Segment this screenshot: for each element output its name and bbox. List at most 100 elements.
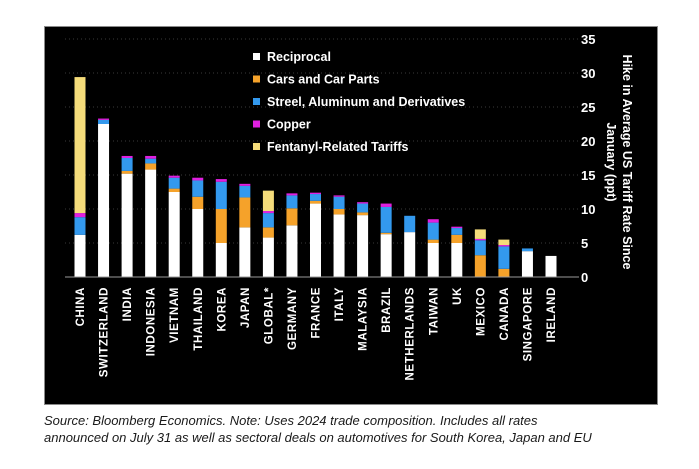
bar-thailand-cars-and-car-parts	[192, 196, 204, 209]
legend-label-streel-aluminum-and-derivatives: Streel, Aluminum and Derivatives	[267, 95, 465, 109]
x-category-label-canada: CANADA	[499, 287, 511, 340]
legend-swatch-fentanyl-related-tariffs	[253, 143, 260, 150]
legend-label-reciprocal: Reciprocal	[267, 50, 331, 64]
x-category-label-netherlands: NETHERLANDS	[405, 287, 417, 381]
bar-switzerland-copper	[98, 118, 110, 120]
bar-canada-copper	[498, 245, 510, 247]
bar-canada-streel-aluminum-and-derivatives	[498, 246, 510, 269]
bar-canada-cars-and-car-parts	[498, 268, 510, 277]
bar-indonesia-copper	[145, 155, 157, 159]
y-tick-label-20: 20	[581, 134, 595, 149]
bar-france-cars-and-car-parts	[310, 200, 321, 204]
bar-global-reciprocal	[262, 237, 274, 277]
bar-uk-cars-and-car-parts	[451, 234, 463, 243]
bar-global-fentanyl-related-tariffs	[262, 190, 274, 212]
bar-uk-copper	[451, 226, 463, 229]
bar-mexico-cars-and-car-parts	[474, 255, 486, 277]
y-tick-label-0: 0	[581, 270, 588, 285]
bar-france-copper	[310, 192, 321, 195]
bar-vietnam-streel-aluminum-and-derivatives	[168, 177, 180, 189]
bar-malaysia-reciprocal	[357, 215, 369, 277]
bar-netherlands-reciprocal	[404, 232, 416, 277]
bar-vietnam-cars-and-car-parts	[168, 188, 180, 192]
y-axis-title-line-2: January (ppt)	[604, 122, 618, 201]
bar-switzerland-streel-aluminum-and-derivatives	[98, 119, 110, 124]
y-axis-title-line-1: Hike in Average US Tariff Rate Since	[620, 55, 634, 270]
bar-singapore-reciprocal	[521, 251, 533, 277]
x-category-label-malaysia: MALAYSIA	[358, 287, 370, 351]
source-note-line-1: Source: Bloomberg Economics. Note: Uses …	[44, 413, 538, 428]
bar-japan-cars-and-car-parts	[239, 197, 251, 228]
legend: Reciprocal Cars and Car Parts Streel, Alum…	[253, 50, 465, 154]
bar-japan-reciprocal	[239, 227, 251, 277]
bar-indonesia-cars-and-car-parts	[145, 163, 157, 170]
bar-korea-streel-aluminum-and-derivatives	[215, 181, 227, 209]
legend-swatch-cars-and-car-parts	[253, 75, 260, 83]
bar-mexico-streel-aluminum-and-derivatives	[474, 240, 486, 256]
bar-global-copper	[262, 211, 274, 214]
legend-label-fentanyl-related-tariffs: Fentanyl-Related Tariffs	[267, 140, 409, 154]
bar-germany-reciprocal	[286, 225, 298, 277]
bar-korea-cars-and-car-parts	[215, 209, 227, 243]
x-category-label-thailand: THAILAND	[193, 287, 205, 351]
bar-taiwan-copper	[427, 219, 439, 223]
bar-brazil-streel-aluminum-and-derivatives	[380, 206, 392, 233]
bar-thailand-streel-aluminum-and-derivatives	[192, 180, 204, 197]
bar-malaysia-cars-and-car-parts	[357, 212, 369, 216]
bar-india-reciprocal	[121, 173, 133, 277]
bar-india-streel-aluminum-and-derivatives	[121, 158, 133, 171]
chart-frame: 0 5 10 15 20 25 30 35 CHINA SWITZERLAND INDIA INDO…	[44, 26, 658, 405]
bar-thailand-copper	[192, 177, 204, 181]
bar-global-streel-aluminum-and-derivatives	[262, 213, 274, 228]
bar-uk-streel-aluminum-and-derivatives	[451, 228, 463, 235]
bar-canada-fentanyl-related-tariffs	[498, 239, 510, 246]
bar-mexico-fentanyl-related-tariffs	[474, 229, 486, 239]
bar-france-reciprocal	[310, 203, 321, 277]
x-category-label-france: FRANCE	[311, 287, 323, 339]
y-tick-label-15: 15	[581, 168, 595, 183]
bar-italy-copper	[333, 195, 345, 197]
bar-switzerland-reciprocal	[98, 124, 110, 277]
x-category-label-japan: JAPAN	[240, 287, 252, 328]
legend-swatch-reciprocal	[253, 53, 260, 60]
bar-taiwan-reciprocal	[427, 243, 439, 277]
bar-global-cars-and-car-parts	[262, 227, 274, 238]
x-category-label-mexico: MEXICO	[475, 287, 487, 336]
x-category-label-ireland: IRELAND	[546, 287, 558, 342]
bar-japan-streel-aluminum-and-derivatives	[239, 185, 251, 198]
bar-brazil-copper	[380, 203, 392, 207]
bar-ireland-reciprocal	[545, 255, 557, 277]
x-category-label-taiwan: TAIWAN	[428, 287, 440, 335]
y-tick-label-25: 25	[581, 100, 595, 115]
x-axis-category-labels: CHINA SWITZERLAND INDIA INDONESIA VIETNAM THA…	[75, 287, 558, 381]
bar-taiwan-cars-and-car-parts	[427, 239, 439, 243]
source-note-line-2: announced on July 31 as well as sectoral…	[44, 430, 592, 445]
bar-india-copper	[121, 155, 133, 158]
y-axis-title: Hike in Average US Tariff Rate SinceJanu…	[604, 55, 634, 270]
source-note: Source: Bloomberg Economics. Note: Uses …	[44, 412, 684, 446]
bar-italy-cars-and-car-parts	[333, 209, 345, 215]
x-category-label-korea: KOREA	[216, 287, 228, 332]
bar-mexico-copper	[474, 238, 486, 241]
bar-brazil-reciprocal	[380, 234, 392, 277]
bar-korea-reciprocal	[215, 243, 227, 277]
x-category-label-uk: UK	[452, 287, 464, 305]
y-gridlines	[65, 38, 579, 244]
y-tick-label-35: 35	[581, 32, 595, 47]
bar-italy-streel-aluminum-and-derivatives	[333, 196, 345, 209]
bar-china-copper	[74, 213, 86, 218]
bar-italy-reciprocal	[333, 214, 345, 277]
x-category-label-germany: GERMANY	[287, 287, 299, 350]
x-category-label-brazil: BRAZIL	[381, 287, 393, 333]
x-category-label-india: INDIA	[122, 287, 134, 321]
bar-brazil-cars-and-car-parts	[380, 232, 392, 235]
x-category-label-china: CHINA	[75, 287, 87, 326]
bar-thailand-reciprocal	[192, 209, 204, 277]
bar-india-cars-and-car-parts	[121, 170, 133, 174]
bar-malaysia-streel-aluminum-and-derivatives	[357, 203, 369, 213]
bar-netherlands-streel-aluminum-and-derivatives	[404, 215, 416, 233]
bar-france-streel-aluminum-and-derivatives	[310, 194, 321, 201]
bar-stacks	[74, 77, 557, 277]
legend-label-copper: Copper	[267, 118, 311, 132]
bar-vietnam-copper	[168, 175, 180, 178]
